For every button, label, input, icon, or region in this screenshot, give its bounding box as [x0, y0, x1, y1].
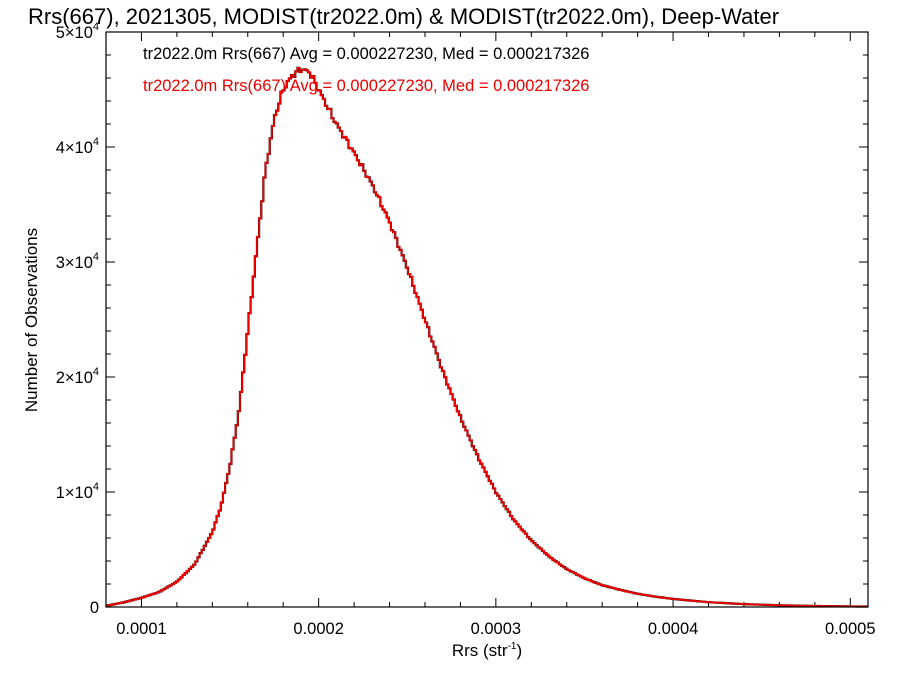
x-axis-label: Rrs (str-1)	[452, 641, 522, 660]
x-tick-label: 0.0005	[825, 620, 875, 638]
series-layer	[106, 66, 869, 608]
y-tick-label: 0	[90, 599, 99, 617]
y-tick-label: 3×104	[56, 251, 99, 272]
chart-title: Rrs(667), 2021305, MODIST(tr2022.0m) & M…	[28, 4, 779, 29]
y-tick-label: 2×104	[56, 366, 99, 387]
y-tick-label-exponent: 4	[93, 251, 99, 263]
x-axis-label-main: Rrs (str	[452, 641, 508, 660]
y-tick-label-exponent: 4	[93, 21, 99, 33]
legend-annotation-black: tr2022.0m Rrs(667) Avg = 0.000227230, Me…	[143, 45, 589, 63]
plot-frame	[105, 31, 869, 608]
x-tick-label: 0.0004	[648, 620, 698, 638]
y-tick-label-exponent: 4	[93, 481, 99, 493]
y-tick-label-base: 1×10	[56, 484, 93, 502]
y-tick-label-base: 2×10	[56, 369, 93, 387]
y-tick-label: 4×104	[56, 136, 99, 157]
y-tick-label-base: 5×10	[56, 24, 93, 42]
x-tick-label: 0.0003	[471, 620, 521, 638]
y-axis-label: Number of Observations	[22, 228, 41, 412]
histogram-series-red	[106, 67, 869, 608]
y-tick-label-base: 3×10	[56, 254, 93, 272]
y-tick-label: 5×104	[56, 21, 99, 42]
legend-annotation-red: tr2022.0m Rrs(667) Avg = 0.000227230, Me…	[143, 77, 589, 95]
y-tick-label: 1×104	[56, 481, 99, 502]
x-tick-label: 0.0001	[116, 620, 166, 638]
y-tick-label-base: 4×10	[56, 139, 93, 157]
y-tick-label-exponent: 4	[93, 136, 99, 148]
x-axis-label-sup: -1	[508, 641, 517, 652]
axis-ticks: 0.0001 0.0002 0.0003 0.0004 0.000501×1042×10…	[56, 21, 876, 638]
x-axis-label-end: )	[516, 641, 522, 660]
y-tick-label-exponent: 4	[93, 366, 99, 378]
histogram-series-black	[106, 66, 869, 608]
x-tick-label: 0.0002	[293, 620, 343, 638]
y-tick-label-base: 0	[90, 599, 99, 617]
